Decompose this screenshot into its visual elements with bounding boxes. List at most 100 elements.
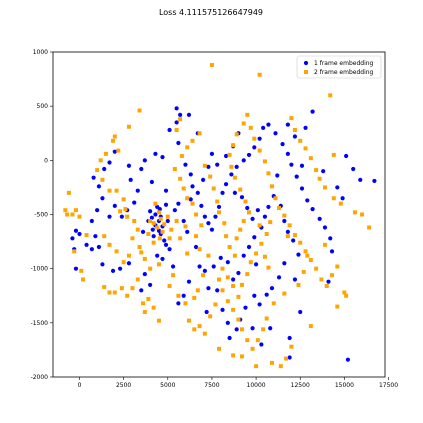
- data-point-square: [305, 253, 310, 258]
- data-point-square: [156, 210, 161, 215]
- data-point-circle: [100, 196, 105, 201]
- data-point-square: [239, 282, 244, 287]
- data-point-square: [130, 236, 135, 241]
- data-point-circle: [262, 214, 268, 219]
- data-point-circle: [218, 255, 223, 260]
- data-point-circle: [223, 182, 229, 187]
- data-point-square: [335, 264, 340, 269]
- y-tick-label: -500: [34, 212, 48, 219]
- data-point-square: [185, 145, 190, 150]
- data-point-circle: [112, 149, 117, 154]
- data-point-circle: [73, 228, 79, 233]
- data-point-circle: [345, 357, 351, 362]
- data-point-circle: [317, 216, 322, 221]
- data-point-circle: [209, 151, 215, 156]
- data-point-square: [284, 356, 289, 361]
- data-point-circle: [142, 271, 147, 277]
- data-point-square: [227, 245, 232, 249]
- data-point-circle: [232, 190, 237, 195]
- legend-label: 1 frame embedding: [314, 60, 374, 67]
- data-point-circle: [91, 175, 96, 180]
- data-point-square: [259, 241, 264, 246]
- data-point-square: [179, 154, 184, 158]
- data-point-square: [314, 168, 319, 173]
- data-point-square: [192, 327, 197, 332]
- data-point-square: [298, 138, 303, 143]
- data-point-circle: [340, 196, 345, 201]
- data-point-circle: [183, 162, 188, 167]
- data-point-square: [185, 251, 190, 256]
- data-point-square: [231, 284, 236, 288]
- data-point-circle: [102, 166, 107, 172]
- data-point-square: [248, 260, 253, 265]
- data-point-circle: [280, 141, 285, 147]
- data-point-circle: [269, 286, 275, 291]
- data-point-square: [285, 234, 290, 239]
- data-point-square: [176, 293, 181, 298]
- data-point-square: [328, 93, 333, 98]
- data-point-square: [254, 364, 259, 369]
- data-point-square: [73, 208, 78, 213]
- data-point-square: [308, 324, 313, 329]
- data-point-square: [255, 338, 260, 343]
- data-point-circle: [243, 305, 248, 310]
- axes: 0 2500 5000 7500 10000 12500 15000 175001000500…: [31, 49, 399, 389]
- data-point-circle: [188, 172, 193, 177]
- data-point-square: [245, 112, 250, 117]
- data-point-circle: [329, 249, 335, 254]
- data-point-square: [322, 242, 327, 247]
- data-point-circle: [89, 218, 94, 224]
- data-point-square: [266, 265, 271, 270]
- data-point-circle: [275, 173, 280, 178]
- data-point-circle: [100, 262, 105, 267]
- data-point-circle: [157, 206, 162, 212]
- data-point-square: [167, 236, 172, 241]
- data-point-square: [217, 210, 221, 215]
- data-point-circle: [165, 218, 170, 224]
- data-point-circle: [285, 229, 290, 234]
- data-point-circle: [170, 264, 176, 269]
- data-point-circle: [181, 293, 186, 298]
- data-point-circle: [148, 282, 153, 288]
- data-point-square: [112, 134, 117, 139]
- y-tick-label: -1500: [31, 320, 49, 327]
- data-point-square: [303, 249, 308, 254]
- data-point-square: [266, 171, 271, 176]
- data-point-square: [137, 108, 142, 113]
- data-point-circle: [298, 309, 303, 315]
- data-point-square: [116, 148, 121, 153]
- y-tick-label: 500: [37, 103, 49, 110]
- data-point-square: [241, 219, 246, 223]
- data-point-circle: [139, 288, 144, 293]
- data-point-square: [344, 293, 349, 298]
- data-point-circle: [153, 212, 158, 217]
- data-point-square: [222, 221, 227, 226]
- data-point-square: [254, 251, 259, 256]
- data-point-circle: [257, 136, 262, 141]
- x-tick-label: 17500: [379, 382, 398, 389]
- data-point-circle: [132, 200, 137, 205]
- data-point-square: [269, 184, 274, 189]
- data-point-circle: [259, 342, 264, 347]
- data-point-circle: [358, 177, 363, 182]
- data-point-square: [247, 210, 252, 215]
- data-point-square: [118, 209, 123, 214]
- data-point-square: [178, 236, 183, 241]
- y-tick-label: -1000: [31, 266, 49, 273]
- data-point-circle: [287, 355, 292, 360]
- data-point-square: [137, 245, 142, 249]
- data-point-square: [234, 132, 239, 137]
- data-point-square: [197, 247, 202, 252]
- data-point-circle: [273, 131, 278, 136]
- data-point-circle: [153, 151, 158, 156]
- data-point-circle: [190, 184, 195, 189]
- data-point-circle: [185, 229, 190, 234]
- data-point-square: [153, 201, 158, 206]
- data-point-square: [308, 156, 313, 161]
- data-point-circle: [220, 190, 225, 195]
- data-point-square: [111, 138, 116, 143]
- data-point-circle: [241, 253, 246, 258]
- data-point-circle: [216, 204, 222, 210]
- data-point-square: [208, 174, 213, 179]
- data-point-circle: [142, 158, 147, 163]
